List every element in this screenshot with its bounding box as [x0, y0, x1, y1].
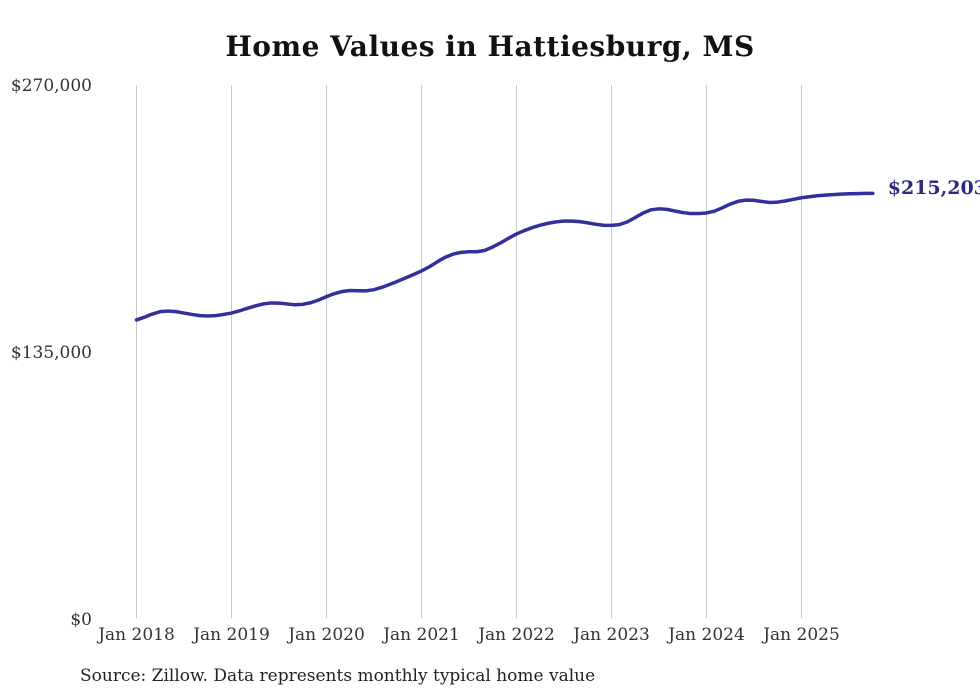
current-value-label: $215,203: [888, 177, 980, 199]
y-tick-label: $0: [70, 610, 92, 630]
x-tick-label: Jan 2019: [191, 625, 270, 645]
x-tick-label: Jan 2018: [96, 625, 175, 645]
home-value-line-series: [134, 191, 875, 322]
x-tick-label: Jan 2020: [286, 625, 365, 645]
x-tick-label: Jan 2021: [381, 625, 460, 645]
y-tick-label: $135,000: [11, 343, 92, 363]
source-note: Source: Zillow. Data represents monthly …: [80, 666, 596, 686]
x-tick-label: Jan 2025: [761, 625, 840, 645]
y-tick-label: $270,000: [11, 76, 92, 96]
x-tick-label: Jan 2023: [571, 625, 650, 645]
x-tick-label: Jan 2024: [666, 625, 745, 645]
x-tick-label: Jan 2022: [476, 625, 555, 645]
chart-title: Home Values in Hattiesburg, MS: [225, 30, 755, 63]
